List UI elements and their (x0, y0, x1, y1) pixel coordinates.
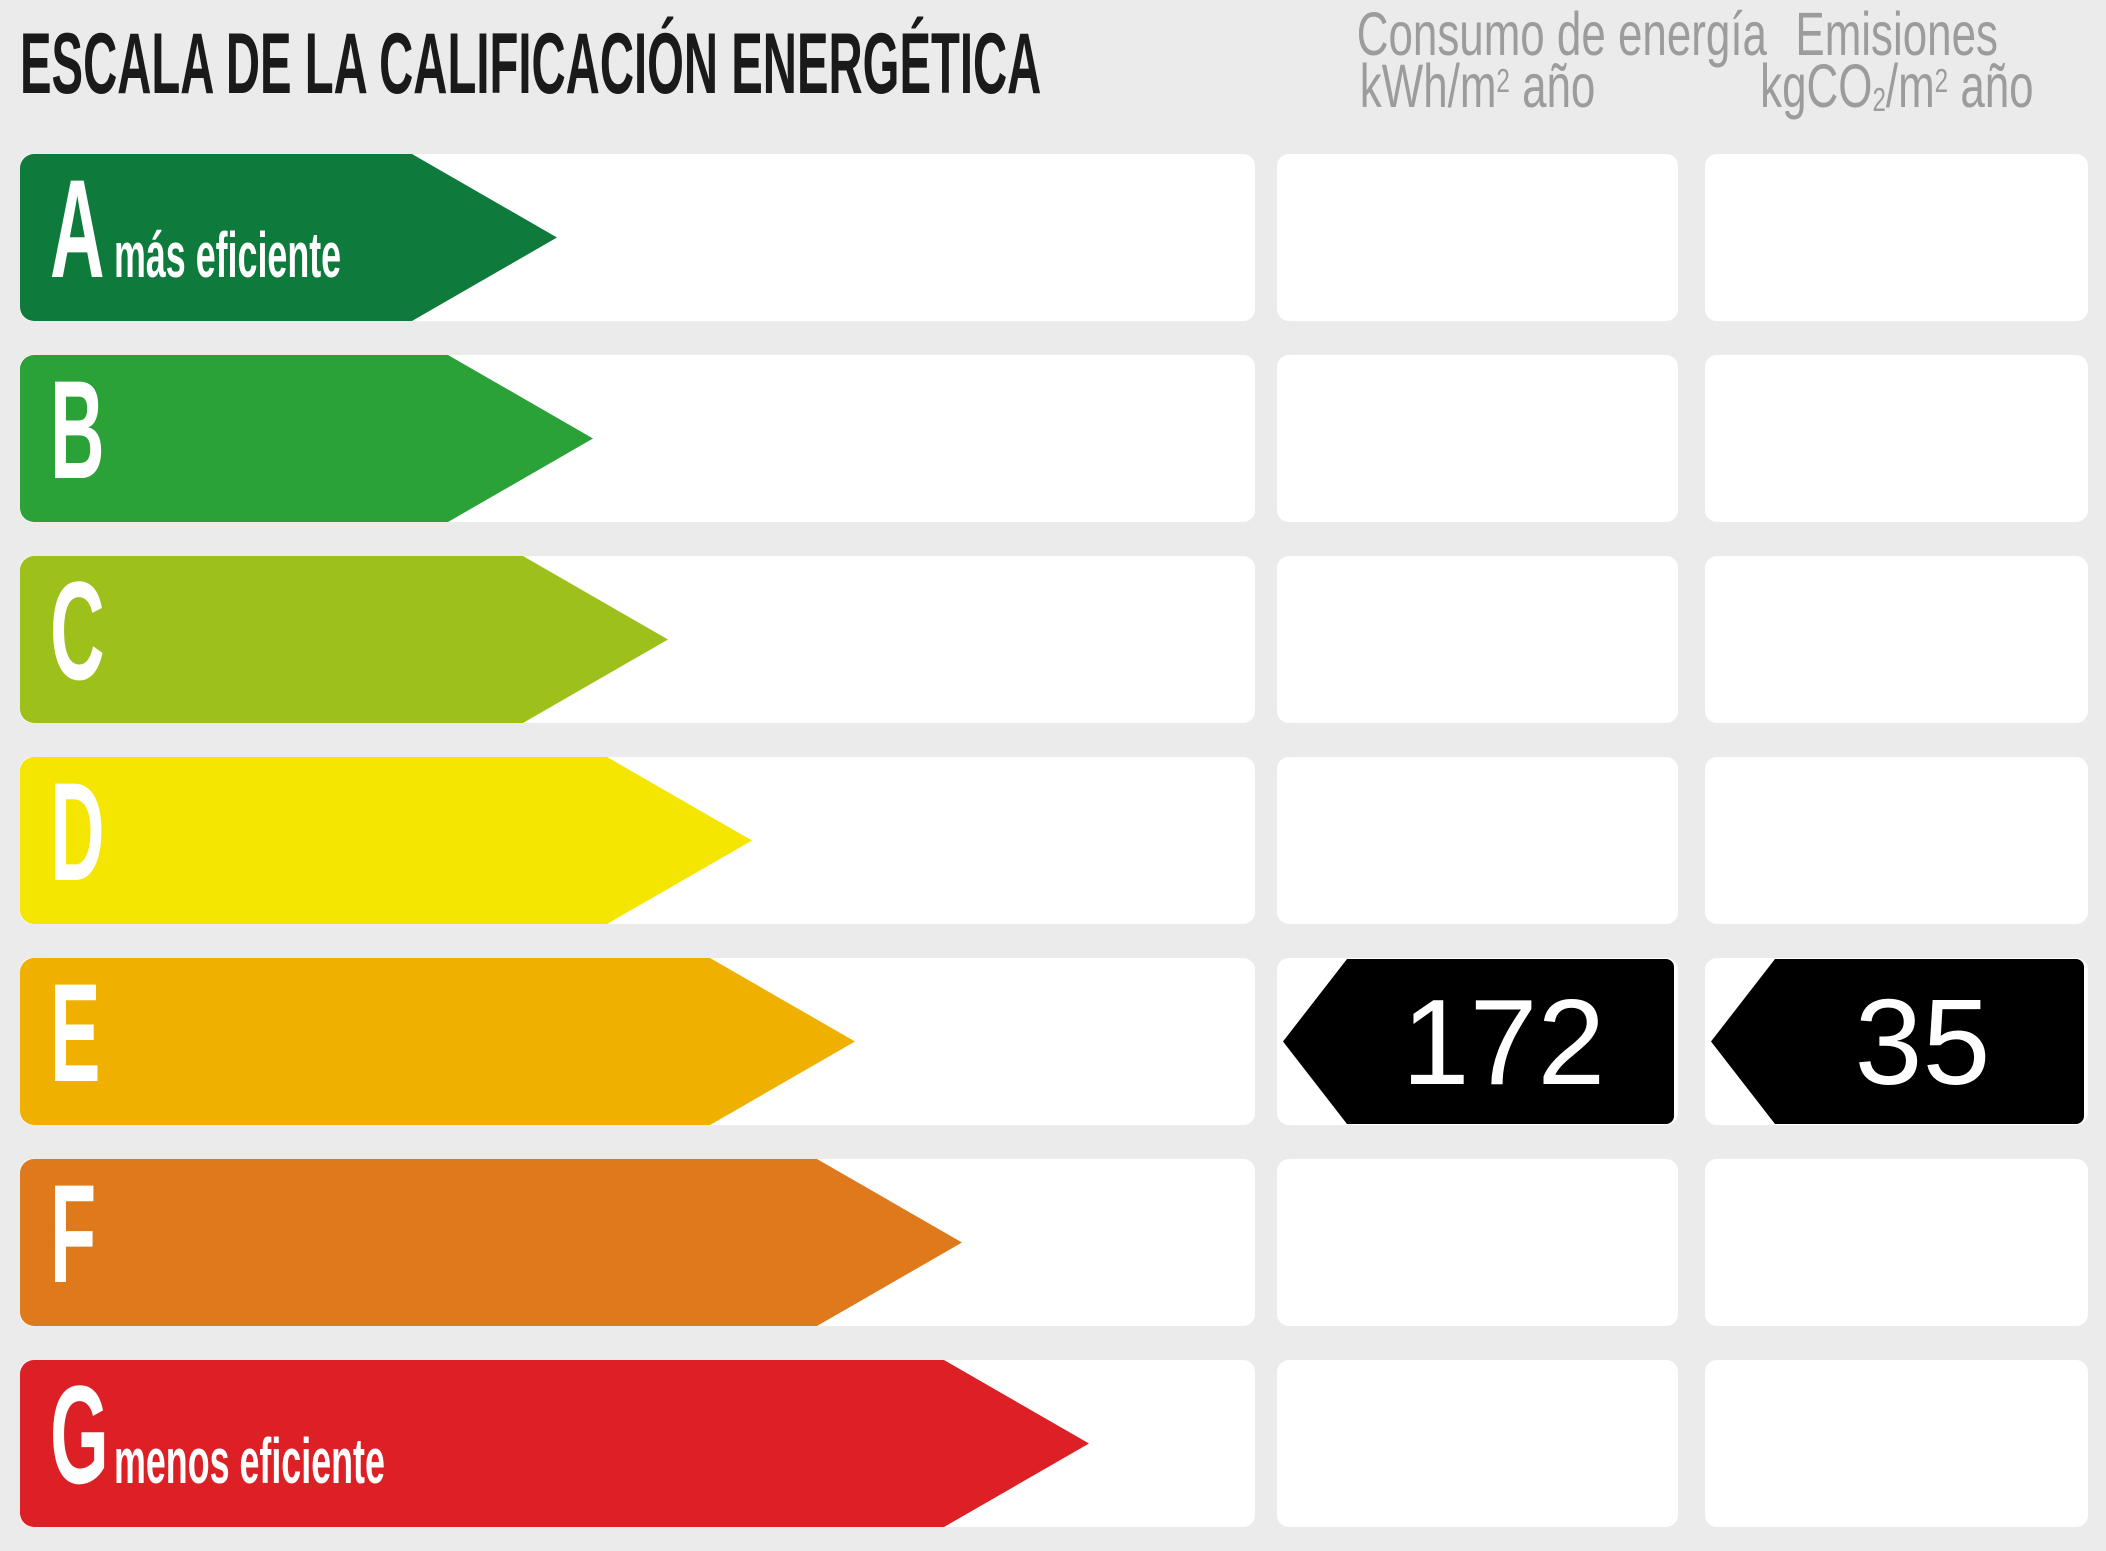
column-header-consumo: Consumo de energía kWh/m2 año (1277, 4, 1767, 123)
consumo-value-arrow (1283, 959, 1674, 1124)
emisiones-cell (1705, 154, 2088, 321)
rating-letter: G (50, 1356, 109, 1513)
scale-row-f: F (0, 1155, 2106, 1326)
scale-bar-background: B (20, 351, 1255, 522)
rating-bar-arrow-g (20, 1360, 1089, 1527)
scale-row-e: E 172 35 (0, 954, 2106, 1125)
rating-letter: B (50, 351, 105, 508)
emisiones-value: 35 (1854, 973, 1991, 1110)
rating-bar-arrow-f (20, 1159, 962, 1326)
bar-label: B (50, 349, 106, 510)
emisiones-header-label: Emisiones (1795, 0, 1998, 68)
rating-letter: E (50, 954, 101, 1111)
bar-label: E (50, 952, 106, 1113)
scale-row-d: D (0, 753, 2106, 924)
rating-bar-arrow-a (20, 154, 557, 321)
scale-bar-background: C (20, 552, 1255, 723)
rating-bar-arrow-d (20, 757, 752, 924)
emisiones-cell (1705, 556, 2088, 723)
scale-bar-background: D (20, 753, 1255, 924)
scale-row-c: C (0, 552, 2106, 723)
bar-label: C (50, 550, 106, 711)
rating-letter: D (50, 753, 105, 910)
scale-bar-background: F (20, 1155, 1255, 1326)
rating-letter: A (50, 150, 105, 307)
emisiones-header-unit: kgCO2/m2 año (1759, 52, 2034, 120)
efficiency-note: menos eficiente (114, 1425, 385, 1497)
consumo-value: 172 (1401, 973, 1606, 1110)
consumo-cell (1277, 355, 1678, 522)
scale-bar-background: E (20, 954, 1255, 1125)
emisiones-cell: 35 (1705, 958, 2088, 1125)
emisiones-cell (1705, 1360, 2088, 1527)
bar-label: D (50, 751, 106, 912)
emisiones-cell (1705, 1159, 2088, 1326)
consumo-cell (1277, 556, 1678, 723)
efficiency-note: más eficiente (114, 219, 342, 291)
emisiones-cell (1705, 355, 2088, 522)
rating-bar-arrow-e (20, 958, 855, 1125)
rating-letter: F (50, 1155, 97, 1312)
scale-row-b: B (0, 351, 2106, 522)
page-title-text: ESCALA DE LA CALIFICACIÓN ENERGÉTICA (20, 16, 1042, 112)
consumo-cell (1277, 154, 1678, 321)
emisiones-cell (1705, 757, 2088, 924)
consumo-cell (1277, 757, 1678, 924)
page-title: ESCALA DE LA CALIFICACIÓN ENERGÉTICA (20, 18, 1877, 110)
consumo-cell (1277, 1159, 1678, 1326)
rating-bar-arrow-b (20, 355, 593, 522)
column-header-emisiones: Emisiones kgCO2/m2 año (1705, 0, 2088, 123)
emisiones-value-arrow (1711, 959, 2084, 1124)
bar-label: F (50, 1153, 106, 1314)
consumo-cell (1277, 1360, 1678, 1527)
consumo-cell: 172 (1277, 958, 1678, 1125)
consumo-header-unit: kWh/m2 año (1359, 52, 1596, 120)
rating-bar-arrow-c (20, 556, 668, 723)
rating-letter: C (50, 552, 105, 709)
consumo-header-label: Consumo de energía (1356, 0, 1767, 68)
